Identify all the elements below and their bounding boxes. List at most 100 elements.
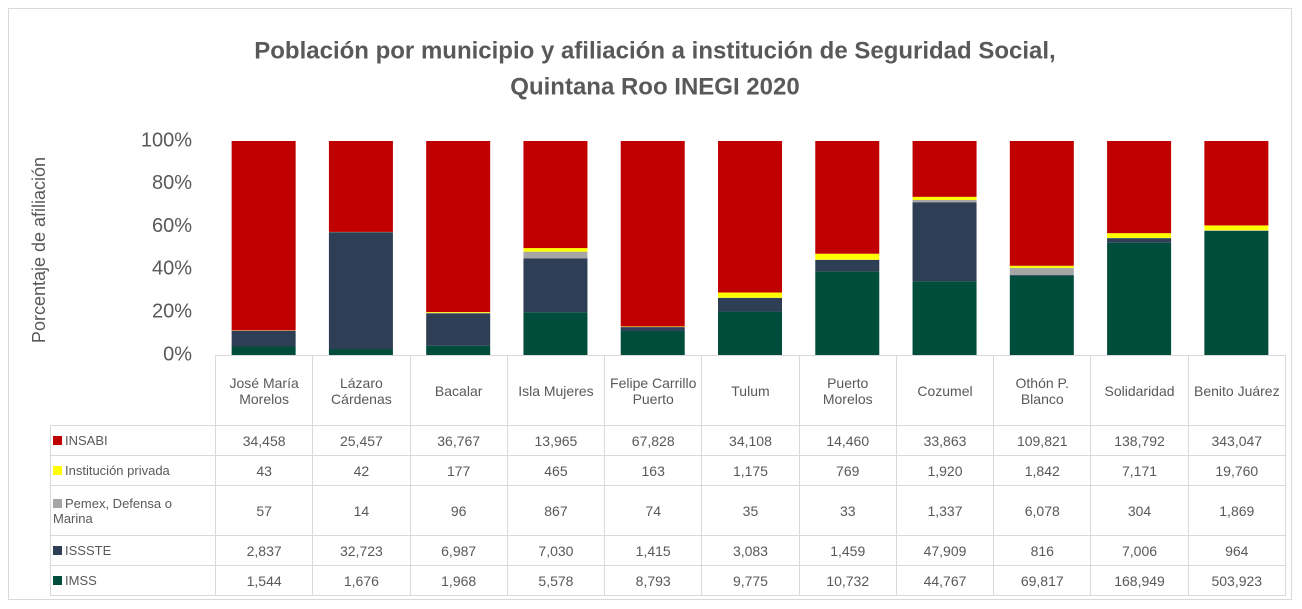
legend-cell: ISSSTE	[50, 535, 216, 566]
table-value: 96	[409, 485, 508, 536]
table-value: 25,457	[312, 425, 411, 456]
bar-segment	[718, 311, 782, 355]
bar-segment	[1009, 141, 1074, 266]
x-tick-label: Solidaridad	[1090, 355, 1189, 426]
table-value: 1,175	[701, 455, 800, 486]
table-value: 34,108	[701, 425, 800, 456]
legend-label: Pemex, Defensa o Marina	[53, 495, 172, 526]
y-tick-label: 40%	[152, 258, 192, 280]
table-value: 177	[409, 455, 508, 486]
table-value: 67,828	[604, 425, 703, 456]
bar-segment	[231, 141, 296, 331]
bar-segment	[912, 199, 977, 203]
table-value: 43	[214, 455, 314, 486]
table-value: 964	[1187, 535, 1286, 566]
table-value: 1,842	[993, 455, 1092, 486]
x-tick-label: Benito Juárez	[1187, 355, 1286, 426]
bar-segment	[718, 297, 782, 312]
bar-segment	[718, 141, 782, 293]
table-value: 867	[506, 485, 606, 536]
table-value: 14	[312, 485, 411, 536]
table-value: 33,863	[895, 425, 995, 456]
x-tick-label: Isla Mujeres	[506, 355, 606, 426]
table-value: 74	[604, 485, 703, 536]
table-value: 47,909	[895, 535, 995, 566]
bar-segment	[328, 232, 393, 350]
bar-segment	[1107, 141, 1172, 234]
bar-segment	[426, 141, 491, 313]
bar-segment	[815, 141, 880, 254]
y-tick-label: 100%	[141, 129, 192, 151]
bar-segment	[426, 313, 491, 346]
y-tick-label: 60%	[152, 215, 192, 237]
table-value: 109,821	[993, 425, 1092, 456]
table-value: 69,817	[993, 565, 1092, 596]
bar-segment	[523, 248, 588, 252]
bar-segment	[620, 141, 685, 327]
table-value: 138,792	[1090, 425, 1189, 456]
bar-segment	[815, 271, 880, 355]
bar-segment	[426, 345, 491, 355]
chart-subtitle: Quintana Roo INEGI 2020	[510, 73, 799, 100]
table-value: 6,987	[409, 535, 508, 566]
bar-segment	[1204, 225, 1269, 231]
table-value: 1,459	[798, 535, 897, 566]
table-value: 2,837	[214, 535, 314, 566]
table-value: 465	[506, 455, 606, 486]
category-row: José María Morelos Lázaro Cárdenas Bacalar…	[50, 355, 1286, 426]
table-value: 1,676	[312, 565, 411, 596]
y-tick-label: 20%	[152, 300, 192, 322]
table-value: 7,030	[506, 535, 606, 566]
table-value: 163	[604, 455, 703, 486]
bar-segment	[523, 251, 588, 259]
table-value: 5,578	[506, 565, 606, 596]
table-value: 10,732	[798, 565, 897, 596]
y-tick-label: 80%	[152, 172, 192, 194]
bar-segment	[620, 330, 685, 355]
table-value: 3,083	[701, 535, 800, 566]
table-value: 33	[798, 485, 897, 536]
table-value: 1,920	[895, 455, 995, 486]
bar-segment	[328, 141, 393, 232]
table-value: 14,460	[798, 425, 897, 456]
bar-segment	[1107, 242, 1172, 355]
table-row: IMSS 1,544 1,676 1,968 5,578 8,793 9,775 10,732…	[50, 565, 1286, 596]
bar-segment	[1107, 233, 1172, 238]
table-value: 7,006	[1090, 535, 1189, 566]
table-value: 42	[312, 455, 411, 486]
x-tick-label: Othón P. Blanco	[993, 355, 1092, 426]
table-value: 1,337	[895, 485, 995, 536]
legend-cell: Pemex, Defensa o Marina	[50, 485, 216, 536]
bar-segment	[1009, 275, 1074, 355]
bar-segment	[1009, 274, 1074, 276]
table-value: 57	[214, 485, 314, 536]
table-row: INSABI 34,458 25,457 36,767 13,965 67,828 34,1…	[50, 425, 1286, 456]
x-tick-label: José María Morelos	[214, 355, 314, 426]
bar-segment	[620, 327, 685, 331]
bar-segment	[718, 292, 782, 298]
table-row: Institución privada 43 42 177 465 163 1,175 769…	[50, 455, 1286, 486]
bar-segment	[1009, 267, 1074, 275]
bar-segment	[523, 258, 588, 313]
legend-cell: INSABI	[50, 425, 216, 456]
table-value: 769	[798, 455, 897, 486]
legend-swatch	[53, 436, 62, 445]
table-value: 1,544	[214, 565, 314, 596]
x-tick-label: Puerto Morelos	[798, 355, 897, 426]
table-value: 6,078	[993, 485, 1092, 536]
bar-segment	[231, 330, 296, 347]
table-value: 8,793	[604, 565, 703, 596]
y-axis-label: Porcentaje de afiliación	[29, 157, 49, 343]
bar-segment	[1107, 238, 1172, 243]
x-tick-label: Bacalar	[409, 355, 508, 426]
legend-cell: Institución privada	[50, 455, 216, 486]
bar-segment	[1204, 230, 1269, 355]
table-value: 1,415	[604, 535, 703, 566]
bar-segment	[1204, 141, 1269, 226]
table-value: 13,965	[506, 425, 606, 456]
bar-segment	[815, 259, 880, 272]
legend-swatch	[53, 576, 62, 585]
table-value: 304	[1090, 485, 1189, 536]
table-value: 9,775	[701, 565, 800, 596]
legend-swatch	[53, 498, 62, 508]
